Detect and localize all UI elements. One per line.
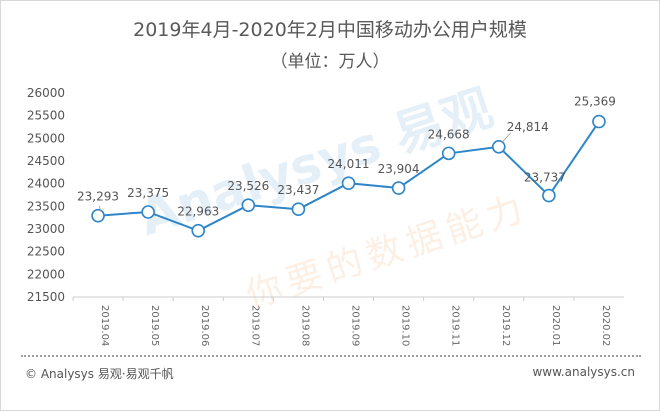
data-label: 23,737 — [524, 171, 566, 185]
x-tick-label: 2019.07 — [249, 305, 260, 346]
data-label: 22,963 — [177, 205, 219, 219]
footer-divider — [21, 355, 641, 357]
x-tick-label: 2020.01 — [550, 305, 561, 346]
y-tick-label: 22500 — [27, 245, 65, 259]
watermark-slogan: 你要的数据能力 — [241, 187, 533, 317]
data-label: 24,011 — [328, 157, 370, 171]
y-tick-label: 25500 — [27, 109, 65, 123]
x-tick-label: 2019.12 — [500, 305, 511, 346]
data-label-leader — [501, 132, 512, 144]
y-tick-label: 23000 — [27, 222, 65, 236]
series-markers — [91, 114, 606, 238]
y-tick-label: 22000 — [27, 267, 65, 281]
x-tick-label: 2020.02 — [600, 305, 611, 346]
y-tick-label: 26000 — [27, 86, 65, 100]
data-point — [592, 114, 606, 129]
y-tick-label: 24000 — [27, 177, 65, 191]
data-point — [91, 208, 105, 223]
data-point — [341, 176, 356, 190]
data-point — [441, 146, 456, 161]
chart-title: 2019年4月-2020年2月中国移动办公用户规模 — [133, 19, 527, 41]
x-tick-label: 2019.09 — [350, 305, 361, 346]
data-point — [141, 205, 155, 219]
y-tick-label: 25000 — [27, 131, 65, 145]
y-tick-label: 21500 — [27, 290, 65, 304]
y-tick-label: 23500 — [27, 199, 65, 213]
line-chart: Analysys 易观 你要的数据能力 26000 25500 25000 24500… — [27, 79, 624, 346]
x-tick-label: 2019.05 — [149, 305, 160, 346]
data-label: 23,904 — [378, 162, 420, 176]
footer-copyright: © Analysys 易观·易观千帆 — [25, 367, 174, 381]
data-label: 24,668 — [428, 127, 470, 141]
y-axis: 26000 25500 25000 24500 24000 23500 23000 22500… — [27, 86, 65, 304]
data-labels: 23,293 23,375 22,963 23,526 23,437 24,011 23,9… — [77, 95, 616, 219]
x-tick-label: 2019.11 — [450, 305, 461, 346]
data-point — [241, 198, 256, 212]
data-point — [391, 181, 406, 195]
watermark: Analysys 易观 你要的数据能力 — [132, 79, 533, 317]
x-tick-label: 2019.06 — [199, 305, 210, 346]
x-tick-label: 2019.10 — [400, 305, 411, 346]
chart-subtitle: （单位：万人） — [270, 52, 390, 72]
x-axis-ticks: 2019.04 2019.05 2019.06 2019.07 2019.08 2019.… — [72, 297, 611, 346]
data-point — [491, 139, 506, 154]
data-label: 23,526 — [227, 179, 269, 193]
data-label: 23,293 — [77, 190, 119, 204]
data-point — [291, 202, 306, 216]
data-point — [542, 188, 556, 203]
data-label: 24,814 — [507, 120, 549, 134]
data-label: 23,375 — [127, 186, 169, 200]
data-label: 23,437 — [277, 183, 319, 197]
y-tick-label: 24500 — [27, 154, 65, 168]
x-tick-label: 2019.08 — [299, 305, 310, 346]
data-point — [191, 223, 206, 238]
data-label: 25,369 — [574, 95, 616, 109]
data-label-leader — [98, 205, 102, 212]
footer-website: www.analysys.cn — [532, 365, 635, 379]
x-tick-label: 2019.04 — [99, 305, 110, 346]
